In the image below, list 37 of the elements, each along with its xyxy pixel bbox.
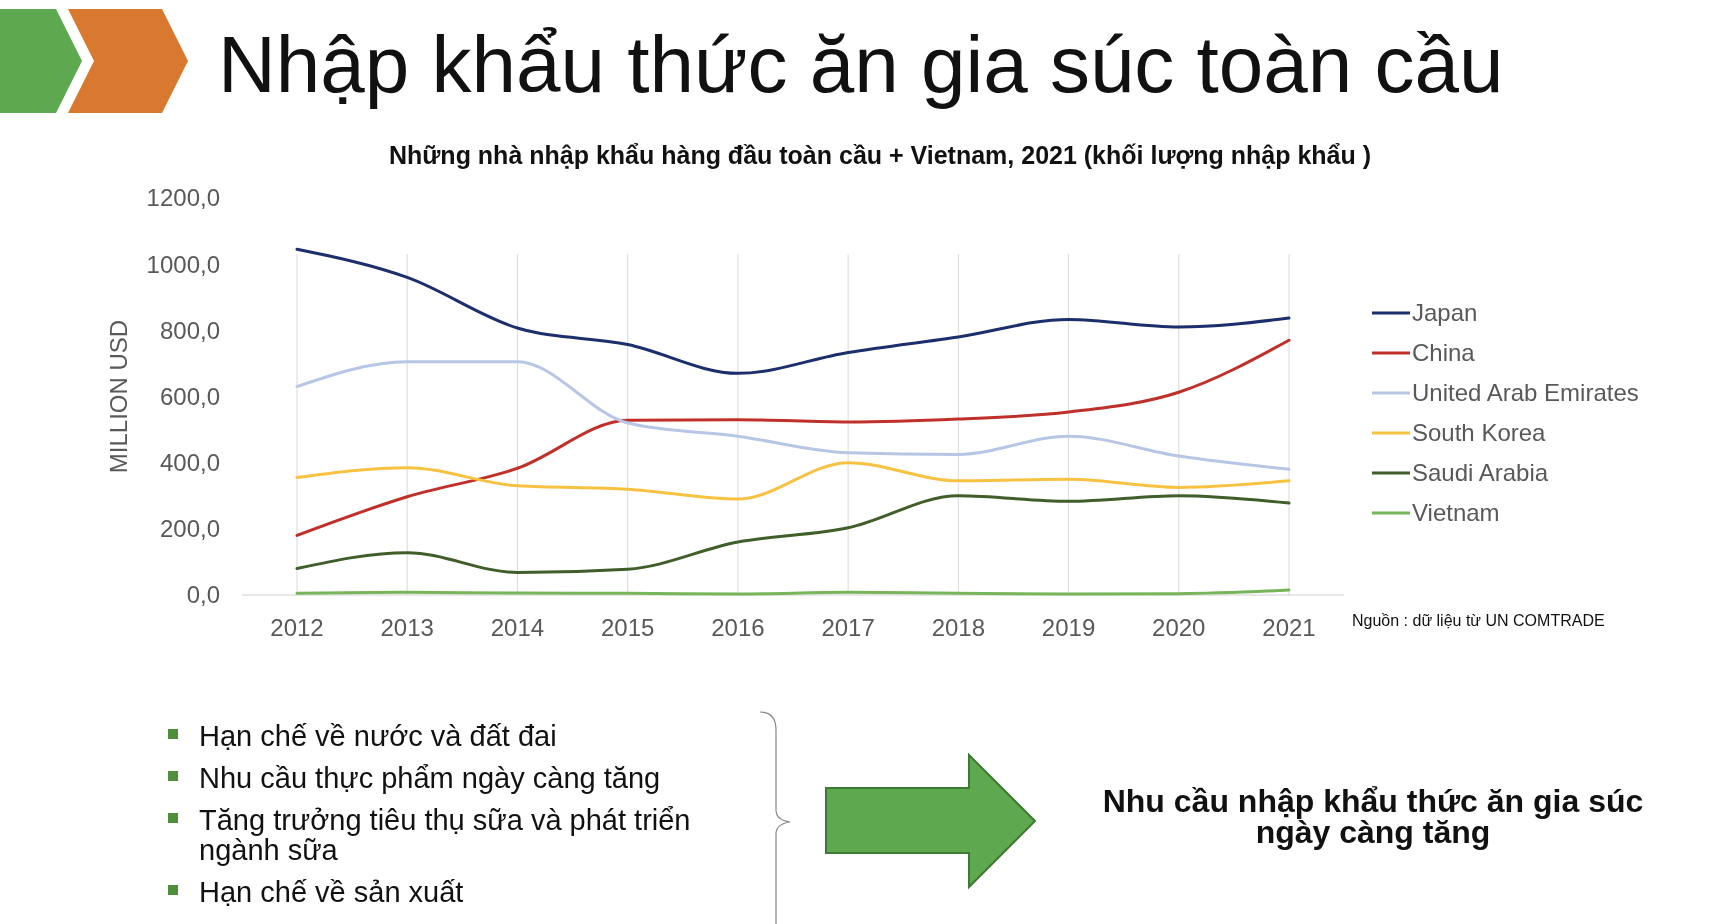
x-tick-label: 2015	[600, 614, 655, 641]
text: Nhu cầu nhập khẩu thức ăn gia súc ngày càng tăng	[1102, 783, 1644, 850]
legend-label: Japan	[1412, 299, 1478, 327]
y-tick-label: 1200,0	[146, 184, 220, 212]
text: Nguồn : dữ liệu từ UN COMTRADE	[1352, 612, 1605, 629]
x-tick-label: 2020	[1152, 614, 1206, 641]
text: Tăng trưởng tiêu thụ sữa và phát triển ngành sữa	[199, 804, 691, 866]
y-tick-label: 200,0	[159, 515, 220, 543]
text: Nhu cầu thực phẩm ngày càng tăng	[199, 762, 661, 794]
y-tick-label: 800,0	[159, 316, 220, 344]
x-tick-label: 2012	[270, 614, 324, 641]
x-tick-label: 2018	[931, 614, 986, 641]
y-axis-title: MILLION USD	[105, 319, 132, 474]
chart-subtitle: Những nhà nhập khẩu hàng đầu toàn cầu + Vietnam, 2021 (khối lượng nhập khẩu )	[388, 141, 1372, 169]
line-series	[295, 494, 1291, 574]
line-series	[295, 338, 1291, 537]
text: Hạn chế về nước và đất đai	[199, 720, 557, 752]
legend-label: South Korea	[1412, 419, 1547, 447]
line-series	[295, 461, 1291, 501]
line-series	[295, 360, 1291, 471]
y-tick-label: 1000,0	[146, 250, 220, 278]
legend-label: China	[1412, 339, 1476, 367]
y-tick-label: 600,0	[159, 382, 220, 410]
y-tick-label: 400,0	[159, 449, 220, 477]
legend-label: United Arab Emirates	[1412, 379, 1639, 407]
x-tick-label: 2017	[821, 614, 875, 641]
chart-title: Nhập khẩu thức ăn gia súc toàn cầu	[218, 20, 1504, 109]
x-tick-label: 2016	[711, 614, 765, 641]
y-tick-label: 0,0	[186, 581, 220, 609]
text: Hạn chế về sản xuất	[199, 876, 464, 908]
line-series	[295, 247, 1291, 375]
x-tick-label: 2021	[1262, 614, 1316, 641]
legend-label: Saudi Arabia	[1412, 459, 1549, 487]
x-tick-label: 2019	[1041, 614, 1096, 641]
x-tick-label: 2014	[490, 614, 545, 641]
legend-label: Vietnam	[1412, 499, 1500, 527]
x-tick-label: 2013	[380, 614, 434, 641]
